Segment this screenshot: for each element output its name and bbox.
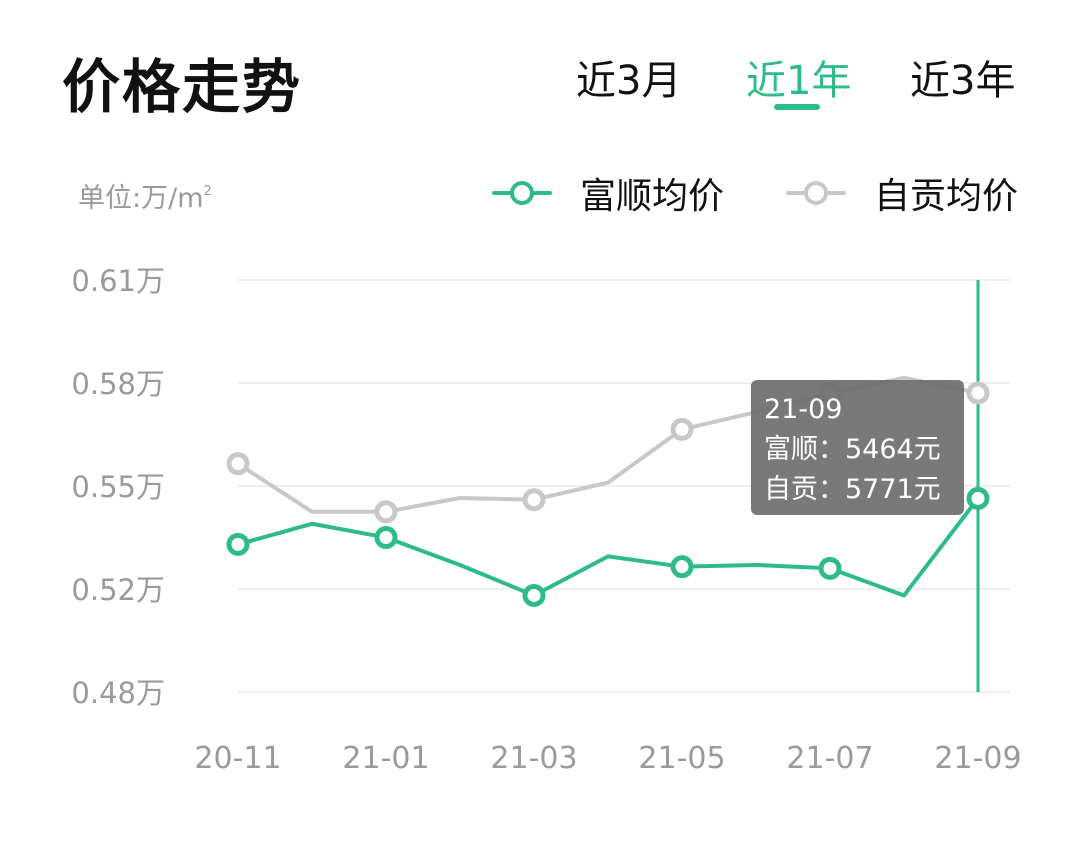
series-2-point <box>522 488 546 512</box>
tooltip-text: 自贡：5771元 <box>764 474 941 505</box>
x-tick-label: 21-09 <box>934 741 1021 776</box>
period-tabs: 近3月 近1年 近3年 <box>0 48 1080 118</box>
series-1-point <box>670 555 694 579</box>
tooltip-text: 21-09 <box>764 394 842 425</box>
series-1-point <box>522 583 546 607</box>
tab-3-months[interactable]: 近3月 <box>576 58 682 104</box>
legend-marker-series-2 <box>786 178 846 208</box>
unit-label: 单位:万/m2 <box>78 176 212 215</box>
tooltip-box <box>751 380 964 515</box>
x-tick-label: 21-01 <box>342 741 429 776</box>
x-tick-label: 20-11 <box>194 741 281 776</box>
y-tick-label: 0.61万 <box>71 264 165 298</box>
tab-active-indicator <box>774 104 820 110</box>
series-2-point <box>374 500 398 524</box>
x-tick-label: 21-07 <box>786 741 873 776</box>
series-2-point <box>966 381 990 405</box>
tab-3-years[interactable]: 近3年 <box>910 58 1016 104</box>
unit-superscript: 2 <box>203 184 212 199</box>
y-tick-label: 0.52万 <box>71 573 165 607</box>
tab-1-year[interactable]: 近1年 <box>746 58 852 104</box>
series-2-point <box>226 452 250 476</box>
y-tick-label: 0.58万 <box>71 367 165 401</box>
unit-text: 单位:万/m <box>78 183 204 214</box>
page-title: 价格走势 <box>62 53 303 121</box>
legend-marker-series-1 <box>492 178 552 208</box>
legend-item-series-1[interactable]: 富顺均价 <box>492 168 724 218</box>
tooltip-text: 富顺：5464元 <box>764 434 941 465</box>
y-tick-label: 0.55万 <box>71 470 165 504</box>
series-1-point <box>966 486 990 510</box>
legend-label-series-1: 富顺均价 <box>580 176 725 217</box>
legend-label-series-2: 自贡均价 <box>874 176 1019 217</box>
series-1-point <box>374 526 398 549</box>
series-line-1 <box>236 496 980 598</box>
legend-item-series-2[interactable]: 自贡均价 <box>786 168 1018 218</box>
x-tick-label: 21-05 <box>638 741 725 776</box>
y-tick-label: 0.48万 <box>71 676 165 710</box>
series-1-point <box>226 532 250 556</box>
series-2-point <box>670 417 694 441</box>
series-1-point <box>818 556 842 580</box>
x-tick-label: 21-03 <box>490 741 577 776</box>
